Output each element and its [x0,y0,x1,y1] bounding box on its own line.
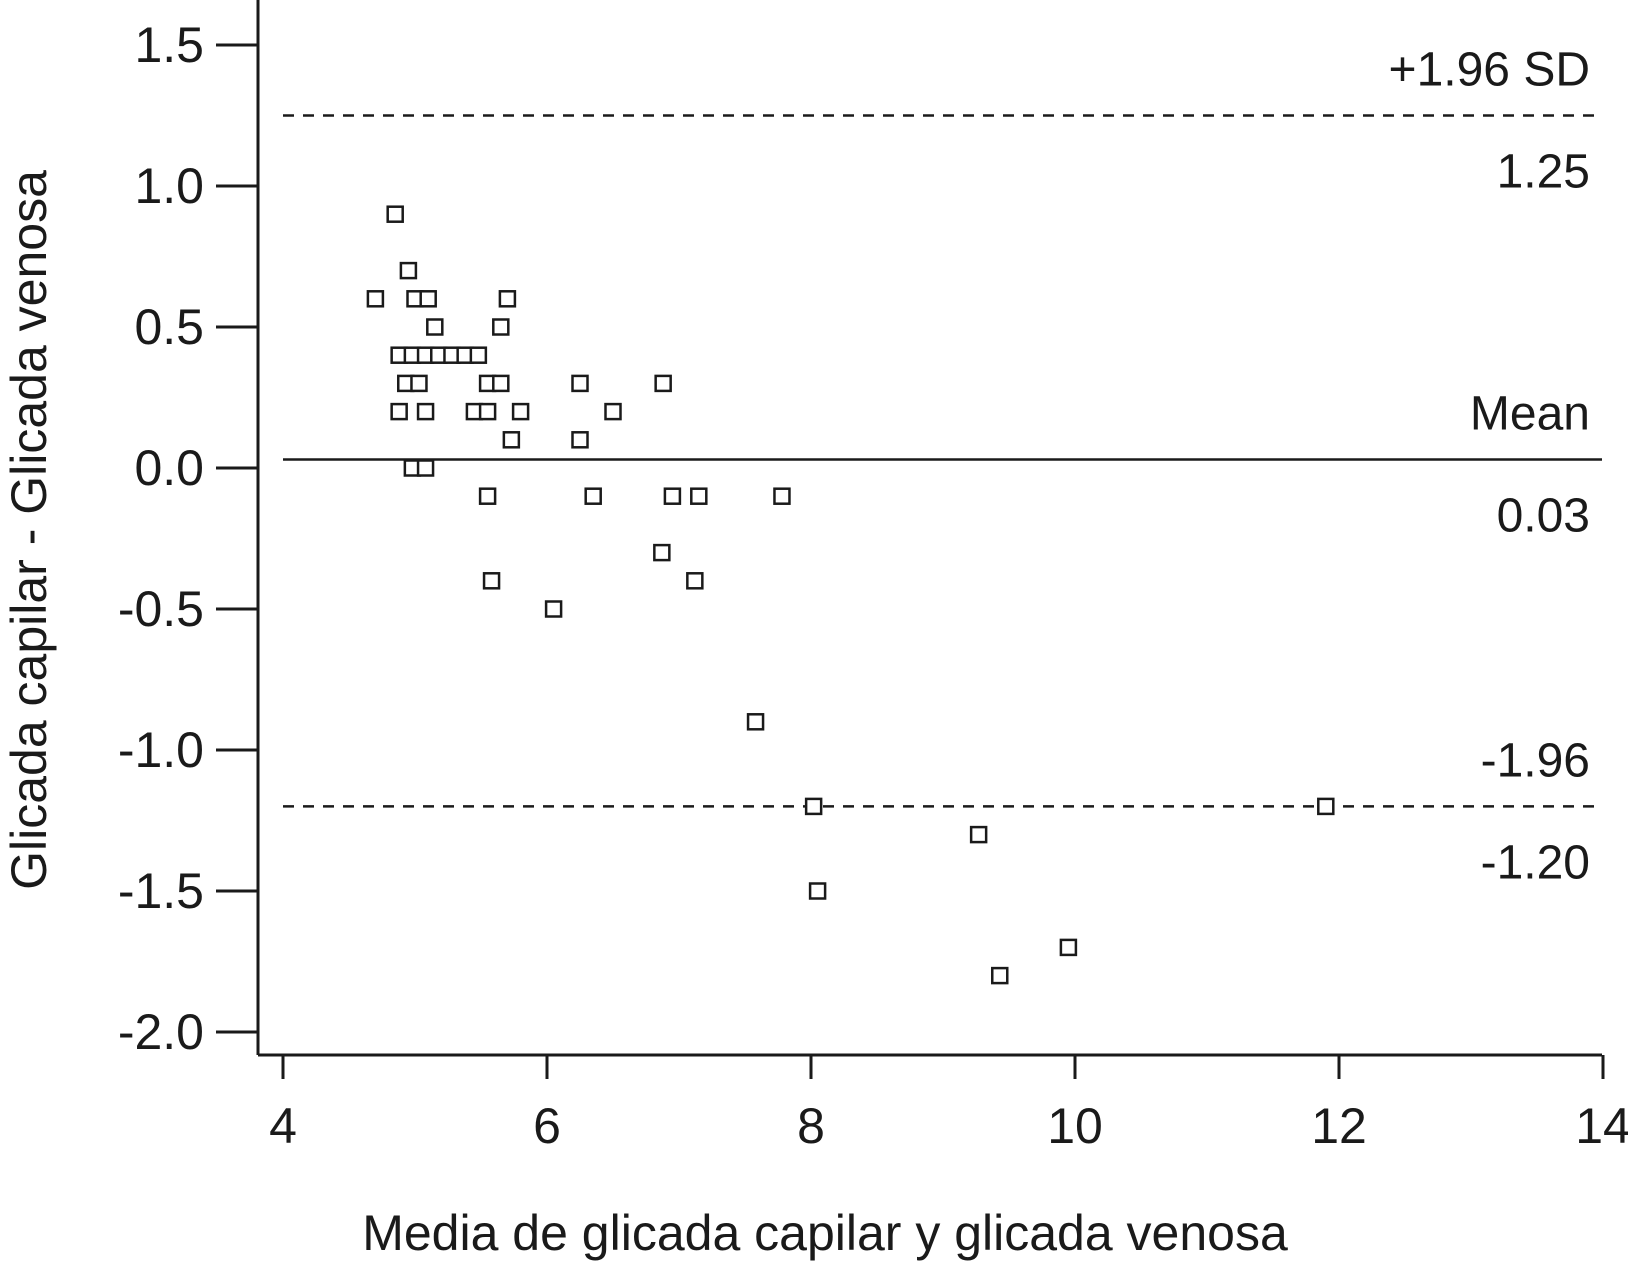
data-point [653,543,671,562]
data-point [544,600,563,618]
data-point [571,431,589,449]
data-point [969,825,988,844]
y-tick-label: 0.5 [134,299,204,355]
data-point [410,374,428,393]
data-point [1059,938,1078,957]
x-tick-label: 10 [1047,1098,1103,1154]
reference-line-value: -1.20 [1481,836,1590,889]
data-points [366,205,1335,985]
reference-line-value: 0.03 [1497,490,1590,543]
reference-line-labels: +1.96 SD 1.25 Mean 0.03 -1.96 -1.20 [1389,44,1590,890]
axes [256,0,1602,1057]
y-tick-label: -2.0 [118,1004,204,1060]
data-point [469,346,488,364]
data-point [502,431,521,449]
y-axis-title: Glicada capilar - Glicada venosa [1,170,57,890]
data-point [492,318,510,336]
data-point [584,487,602,505]
reference-line-value: 1.25 [1497,146,1590,199]
data-point [654,374,672,393]
data-point [419,290,437,308]
x-tick-label: 14 [1575,1098,1628,1154]
data-point [511,402,530,421]
data-point [808,882,827,900]
y-tick-label: 0.0 [134,440,204,496]
data-point [478,487,497,505]
data-point [746,713,765,731]
y-tick-label: 1.5 [134,17,204,73]
x-tick-label: 8 [797,1098,825,1154]
data-point [482,572,501,590]
reference-lines [283,114,1602,808]
data-point [366,290,385,308]
x-tick-label: 4 [269,1098,297,1154]
data-point [478,402,497,421]
data-point [498,290,517,308]
data-point [690,487,708,505]
y-tick-label: -1.5 [118,863,204,919]
data-point [1317,797,1335,816]
data-point [386,205,404,223]
reference-line-label: Mean [1470,388,1590,441]
data-point [804,797,823,816]
data-point [492,374,510,393]
data-point [773,487,791,505]
data-point [991,966,1009,985]
data-point [426,318,444,336]
data-point [416,459,435,477]
x-tick-label: 6 [533,1098,561,1154]
data-point [571,374,589,393]
data-point [390,402,408,421]
reference-line-label: +1.96 SD [1389,44,1590,97]
x-axis-ticks: 4 6 8 10 12 14 [269,1055,1628,1154]
data-point [416,402,435,421]
data-point [399,261,418,280]
data-point [604,402,622,421]
y-axis-ticks: 1.5 1.0 0.5 0.0 -0.5 -1.0 -1.5 -2.0 [118,17,258,1060]
data-point [686,572,704,590]
y-tick-label: 1.0 [134,158,204,214]
reference-line-label: -1.96 [1481,734,1590,787]
y-tick-label: -0.5 [118,581,204,637]
y-tick-label: -1.0 [118,722,204,778]
x-tick-label: 12 [1311,1098,1367,1154]
x-axis-title: Media de glicada capilar y glicada venos… [362,1205,1288,1261]
data-point [663,487,682,505]
